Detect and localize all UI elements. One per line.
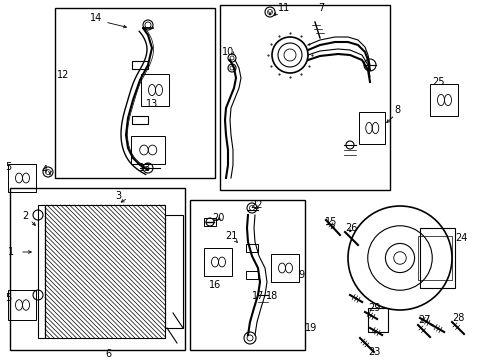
Circle shape (271, 37, 307, 73)
Text: 7: 7 (317, 3, 324, 13)
Bar (419, 228, 454, 288)
Bar (270, 254, 298, 282)
Text: 15: 15 (325, 217, 337, 227)
Text: 8: 8 (393, 105, 399, 115)
Text: 9: 9 (297, 270, 304, 280)
Bar (10, 188, 184, 350)
Text: 12: 12 (57, 70, 69, 80)
Text: 17: 17 (251, 291, 264, 301)
Bar (220, 5, 389, 190)
Text: 6: 6 (105, 349, 111, 359)
Text: 26: 26 (345, 223, 357, 233)
Text: 10: 10 (222, 47, 234, 57)
Text: 29: 29 (367, 303, 380, 313)
Bar (55, 8, 215, 178)
Text: 16: 16 (208, 280, 221, 290)
Text: 11: 11 (278, 3, 290, 13)
Text: 18: 18 (265, 291, 278, 301)
Text: 28: 28 (451, 313, 464, 323)
Bar (8, 164, 36, 192)
Bar (190, 200, 305, 350)
Bar (203, 218, 216, 226)
Text: 13: 13 (139, 163, 151, 173)
Bar (8, 290, 36, 320)
Text: 5: 5 (5, 162, 11, 172)
Text: 4: 4 (42, 165, 48, 175)
Bar (131, 136, 164, 164)
Text: 13: 13 (145, 99, 158, 109)
Text: 20: 20 (212, 213, 224, 223)
Text: 1: 1 (8, 247, 14, 257)
Text: 24: 24 (454, 233, 467, 243)
Bar (132, 116, 148, 124)
Text: 25: 25 (431, 77, 444, 87)
Bar (132, 61, 148, 69)
Text: 23: 23 (367, 347, 380, 357)
Bar (38, 205, 45, 338)
Text: 2: 2 (22, 211, 28, 221)
Text: 21: 21 (224, 231, 237, 241)
Bar (141, 74, 169, 106)
Bar (417, 236, 451, 280)
Text: 19: 19 (305, 323, 317, 333)
Bar (203, 248, 231, 276)
Bar (245, 244, 258, 252)
Bar (367, 308, 387, 332)
Text: 14: 14 (90, 13, 102, 23)
Bar (45, 205, 164, 338)
Text: 3: 3 (115, 191, 121, 201)
Text: 27: 27 (417, 315, 429, 325)
Bar (164, 215, 183, 328)
Bar (429, 84, 457, 116)
Bar (245, 271, 258, 279)
Bar (358, 112, 384, 144)
Text: 22: 22 (249, 200, 262, 210)
Text: 5: 5 (5, 293, 11, 303)
